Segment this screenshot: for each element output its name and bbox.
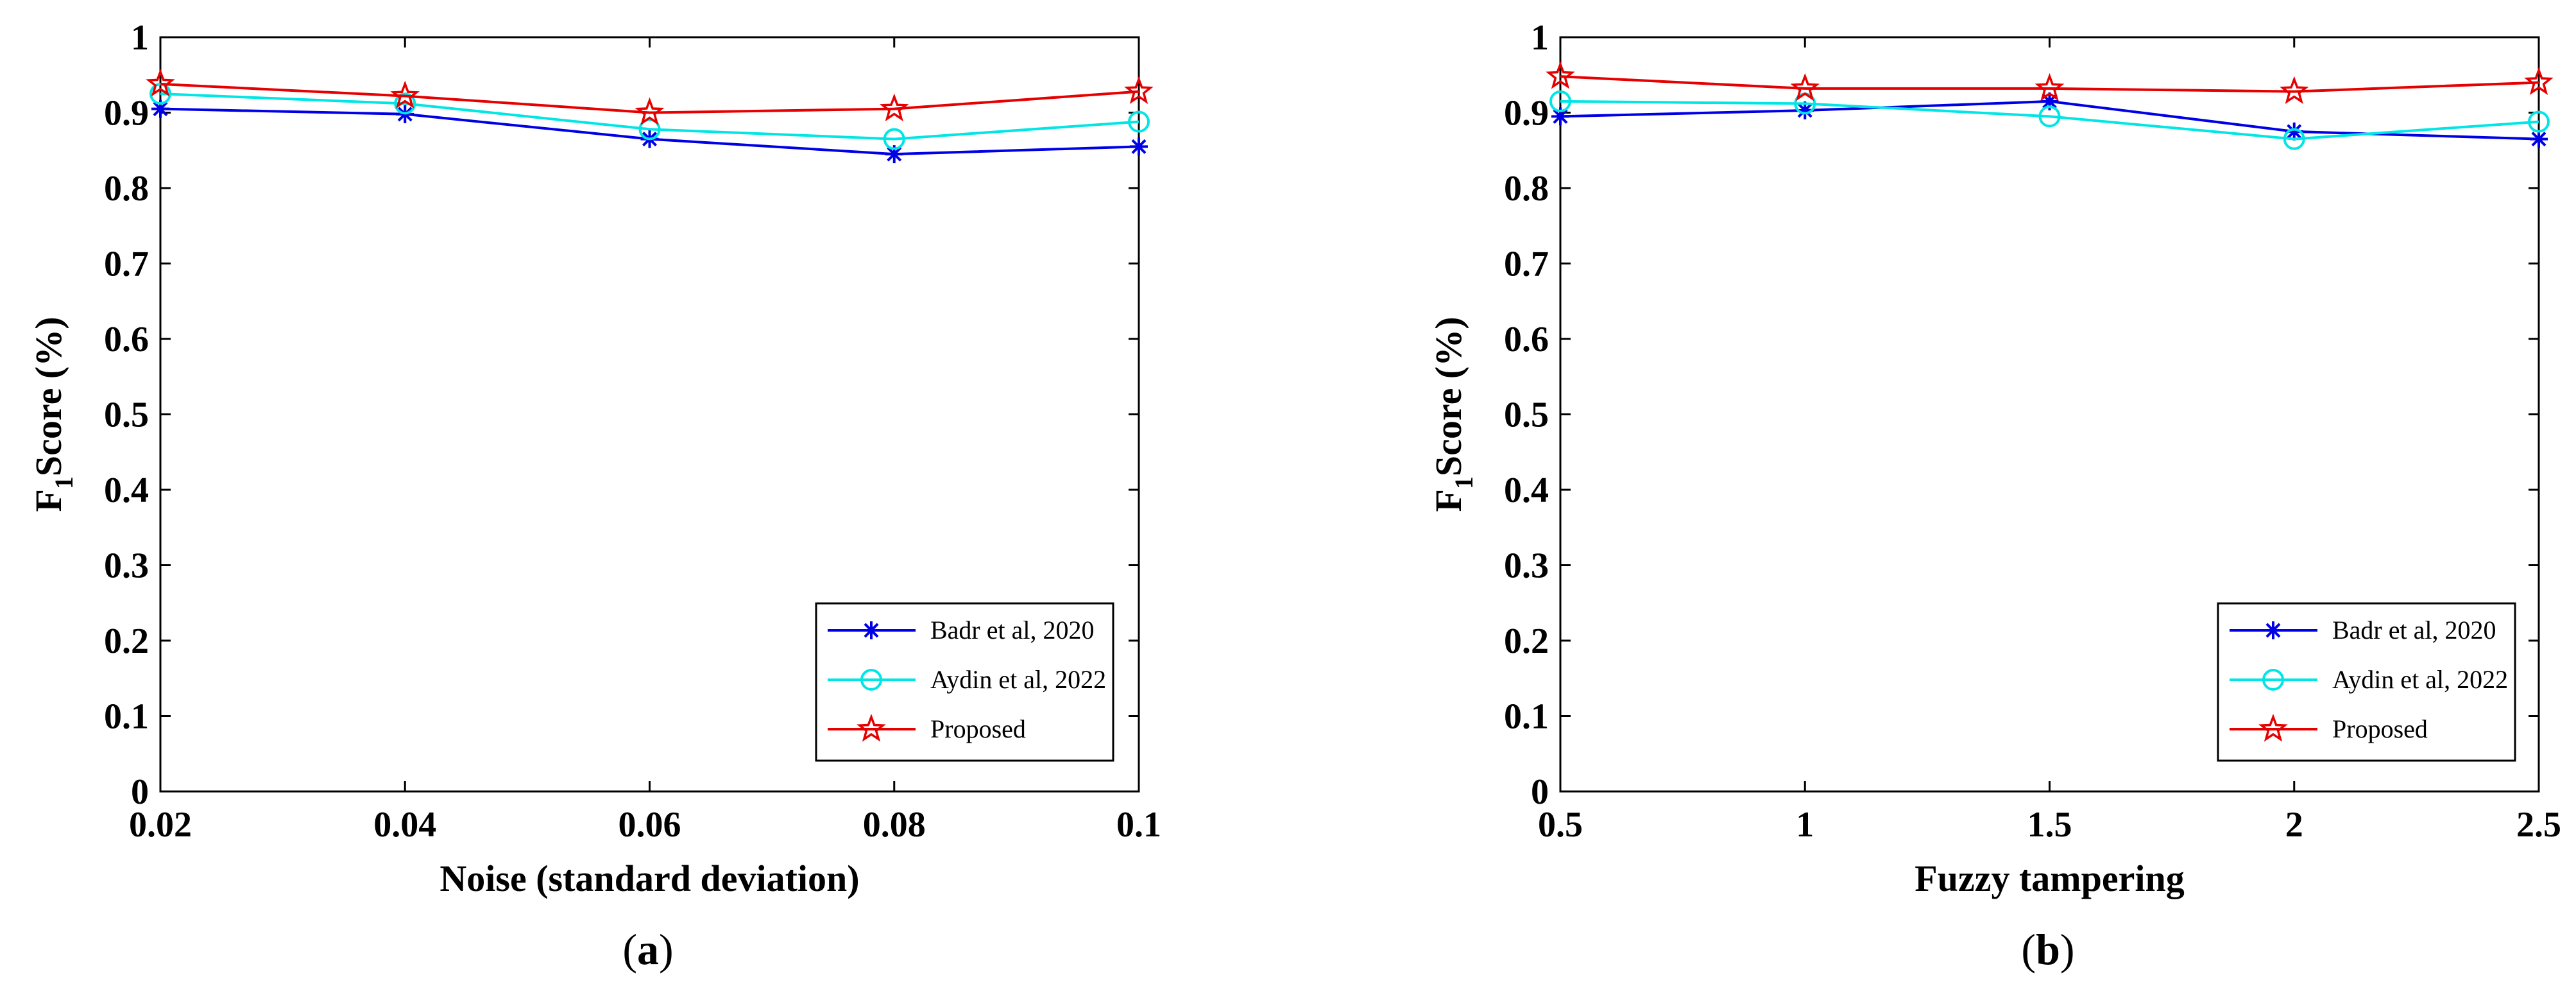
legend-entry-label: Aydin et al, 2022 xyxy=(930,665,1106,694)
data-point-marker xyxy=(146,68,175,97)
series-aydin-et-al-2022 xyxy=(1549,90,2550,150)
data-point-marker xyxy=(1796,101,1814,119)
x-tick-label: 0.08 xyxy=(863,805,926,845)
x-axis-label: Noise (standard deviation) xyxy=(439,858,859,899)
data-point-marker xyxy=(2038,105,2061,128)
y-tick-label: 0.6 xyxy=(104,320,149,359)
x-tick-label: 2.5 xyxy=(2516,805,2561,845)
y-tick-label: 0.5 xyxy=(1504,395,1549,435)
data-point-marker xyxy=(390,80,420,109)
legend-marker-sample xyxy=(860,669,882,691)
legend: Badr et al, 2020 Aydin et al, 2022 Propose… xyxy=(815,602,1114,762)
data-point-marker xyxy=(635,97,665,125)
data-point-marker xyxy=(1130,137,1148,156)
y-tick-label: 0.2 xyxy=(1504,621,1549,661)
y-tick-label: 0.8 xyxy=(1504,169,1549,209)
data-point-marker xyxy=(1546,61,1575,89)
series-aydin-et-al-2022 xyxy=(149,83,1150,150)
y-axis-label: F1Score (%) xyxy=(1428,316,1478,512)
y-tick-label: 0.5 xyxy=(104,395,149,435)
legend-marker-sample xyxy=(2264,621,2282,639)
y-axis-label: F1Score (%) xyxy=(28,316,78,512)
y-tick-label: 0.8 xyxy=(104,169,149,209)
data-point-marker xyxy=(2530,130,2548,148)
data-point-marker xyxy=(638,118,661,141)
y-tick-label: 0.9 xyxy=(1504,94,1549,134)
legend-entry-label: Proposed xyxy=(930,714,1026,743)
x-tick-label: 1.5 xyxy=(2027,805,2072,845)
data-point-marker xyxy=(394,92,416,115)
panel-label: (a) xyxy=(622,925,673,974)
y-tick-label: 0.3 xyxy=(1504,546,1549,586)
y-tick-label: 0.6 xyxy=(1504,320,1549,359)
y-tick-label: 0.2 xyxy=(104,621,149,661)
legend-entry-label: Badr et al, 2020 xyxy=(930,616,1095,644)
panel-label: (b) xyxy=(2021,925,2074,974)
y-tick-label: 0.4 xyxy=(1504,471,1549,510)
x-tick-label: 0.06 xyxy=(618,805,681,845)
x-tick-label: 1 xyxy=(1796,805,1814,845)
data-point-marker xyxy=(879,93,909,122)
series-proposed xyxy=(1546,61,2554,105)
data-point-marker xyxy=(2040,92,2059,110)
y-tick-label: 0 xyxy=(1531,772,1549,812)
data-point-marker xyxy=(2524,67,2554,95)
y-tick-label: 1 xyxy=(1531,18,1549,58)
x-tick-label: 0.5 xyxy=(1538,805,1583,845)
data-point-marker xyxy=(151,99,169,118)
series-line xyxy=(160,82,1139,114)
y-tick-label: 0 xyxy=(131,772,149,812)
series-proposed xyxy=(146,68,1154,125)
legend-entry-label: Aydin et al, 2022 xyxy=(2332,665,2508,694)
data-point-marker xyxy=(1124,76,1154,105)
x-tick-label: 0.04 xyxy=(373,805,436,845)
y-tick-label: 0.3 xyxy=(104,546,149,586)
data-point-marker xyxy=(1549,90,1571,112)
y-tick-label: 0.7 xyxy=(104,245,149,284)
chart-panel-a: 0 0.1 0.2 0.3 0.4 0.5 0.6 0.7 0.8 0.9 1 0.02 0.04 0.0… xyxy=(28,18,1161,974)
y-tick-label: 0.7 xyxy=(1504,245,1549,284)
x-tick-label: 0.1 xyxy=(1116,805,1161,845)
series-badr-et-al-2020 xyxy=(1551,92,2548,148)
y-tick-label: 1 xyxy=(131,18,149,58)
y-tick-label: 0.1 xyxy=(1504,697,1549,737)
legend-marker-sample xyxy=(2262,669,2284,691)
legend-marker-sample xyxy=(2258,714,2288,742)
x-tick-label: 0.02 xyxy=(129,805,192,845)
data-point-marker xyxy=(2528,110,2550,133)
y-tick-label: 0.4 xyxy=(104,471,149,510)
data-point-marker xyxy=(883,128,905,150)
data-point-marker xyxy=(2280,76,2309,105)
y-tick-label: 0.1 xyxy=(104,697,149,737)
chart-panel-b: 0 0.1 0.2 0.3 0.4 0.5 0.6 0.7 0.8 0.9 1 0.5 1 1.5 2 2.5… xyxy=(1428,18,2561,974)
legend-entry-label: Badr et al, 2020 xyxy=(2332,616,2496,644)
series-line xyxy=(160,92,1139,141)
data-point-marker xyxy=(1551,107,1569,126)
series-line xyxy=(1560,99,2539,141)
data-point-marker xyxy=(885,145,903,164)
legend-entry-label: Proposed xyxy=(2332,714,2428,743)
legend-marker-sample xyxy=(857,714,886,742)
y-tick-label: 0.9 xyxy=(104,94,149,134)
data-point-marker xyxy=(1128,110,1150,133)
data-point-marker xyxy=(2285,122,2303,141)
series-line xyxy=(1560,75,2539,93)
data-point-marker xyxy=(2034,73,2065,101)
data-point-marker xyxy=(2283,128,2305,150)
legend-marker-sample xyxy=(862,621,880,639)
data-point-marker xyxy=(1790,73,1820,101)
x-axis-label: Fuzzy tampering xyxy=(1915,858,2184,899)
x-tick-label: 2 xyxy=(2285,805,2303,845)
legend: Badr et al, 2020 Aydin et al, 2022 Propose… xyxy=(2217,602,2516,762)
